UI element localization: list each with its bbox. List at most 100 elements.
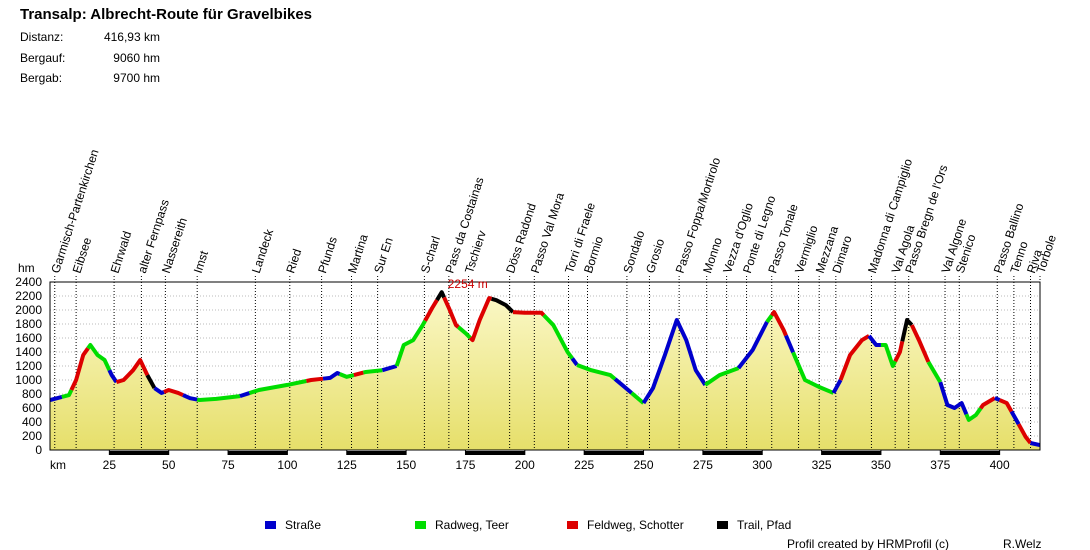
- axis-band: [584, 451, 644, 455]
- axis-band: [228, 451, 288, 455]
- x-tick-label: 250: [634, 458, 654, 472]
- axis-band: [702, 451, 763, 455]
- legend-swatch: [717, 521, 728, 529]
- surface-segment: [838, 334, 871, 381]
- surface-segment: [765, 314, 774, 324]
- y-tick-label: 400: [22, 415, 42, 429]
- legend-label: Feldweg, Schotter: [587, 518, 684, 532]
- y-tick-label: 600: [22, 401, 42, 415]
- surface-segment: [468, 296, 493, 343]
- profile-area: [50, 292, 1040, 450]
- surface-segment: [613, 377, 633, 395]
- legend-swatch: [415, 521, 426, 529]
- surface-segment: [442, 296, 460, 329]
- x-tick-label: 225: [574, 458, 594, 472]
- axis-band: [821, 451, 881, 455]
- surface-segment: [322, 371, 341, 381]
- surface-segment: [61, 389, 74, 399]
- surface-segment: [998, 398, 1014, 413]
- axis-band: [109, 451, 169, 455]
- y-tick-label: 1200: [15, 359, 42, 373]
- surface-segment: [338, 372, 355, 379]
- x-tick-label: 150: [396, 458, 416, 472]
- surface-segment: [630, 391, 645, 405]
- surface-segment: [239, 391, 251, 399]
- axis-band: [940, 451, 1000, 455]
- waypoint-label: Martina: [345, 232, 371, 275]
- surface-segment: [145, 374, 157, 390]
- stat-label: Bergauf:: [20, 51, 65, 65]
- surface-segment: [570, 357, 579, 367]
- surface-segment: [107, 369, 119, 384]
- surface-segment: [115, 358, 150, 385]
- surface-segment: [353, 370, 364, 377]
- surface-segment: [576, 363, 617, 381]
- x-tick-label: 200: [515, 458, 535, 472]
- surface-segment: [791, 351, 835, 395]
- surface-segment: [542, 313, 574, 360]
- x-tick-label: 75: [221, 458, 235, 472]
- surface-segment: [1030, 441, 1041, 448]
- y-tick-label: 0: [35, 443, 42, 457]
- x-tick-label: 375: [930, 458, 950, 472]
- y-tick-label: 1800: [15, 317, 42, 331]
- stat-value: 416,93 km: [104, 30, 160, 44]
- surface-segment: [736, 320, 769, 370]
- surface-segment: [704, 366, 740, 387]
- surface-segment: [926, 360, 943, 384]
- legend-swatch: [265, 521, 276, 529]
- y-tick-label: 800: [22, 387, 42, 401]
- x-tick-label: 125: [337, 458, 357, 472]
- surface-segment: [831, 379, 843, 394]
- x-tick-label: 175: [455, 458, 475, 472]
- axis-band: [346, 451, 407, 455]
- surface-segment: [423, 299, 439, 322]
- surface-segment: [196, 394, 241, 403]
- peak-annotation: 2254 m: [448, 277, 488, 291]
- y-tick-label: 1600: [15, 331, 42, 345]
- surface-segment: [305, 376, 324, 383]
- surface-segment: [880, 343, 897, 368]
- surface-segment: [893, 340, 905, 363]
- waypoint-label: Eibsee: [70, 235, 95, 275]
- waypoint-label: S-charl: [418, 234, 443, 274]
- legend-label: Radweg, Teer: [435, 518, 509, 532]
- waypoint-label: Grosio: [643, 237, 667, 275]
- surface-segment: [1016, 423, 1033, 445]
- waypoint-label: Passo Val Mora: [528, 191, 567, 275]
- legend-label: Straße: [285, 518, 321, 532]
- surface-segment: [512, 310, 546, 317]
- surface-segment: [69, 347, 90, 391]
- x-tick-label: 400: [990, 458, 1010, 472]
- surface-segment: [994, 396, 1001, 402]
- stat-label: Distanz:: [20, 30, 63, 44]
- x-tick-label: 350: [871, 458, 891, 472]
- surface-segment: [381, 364, 398, 373]
- y-tick-label: 2000: [15, 303, 42, 317]
- x-tick-label: 50: [162, 458, 176, 472]
- surface-segment: [900, 318, 914, 342]
- y-tick-label: 1000: [15, 373, 42, 387]
- surface-segment: [163, 388, 184, 397]
- surface-segment: [86, 343, 112, 371]
- x-tick-label: 300: [752, 458, 772, 472]
- y-tick-label: 1400: [15, 345, 42, 359]
- surface-segment: [784, 334, 795, 354]
- x-tick-label: 275: [693, 458, 713, 472]
- surface-segment: [867, 334, 881, 347]
- surface-segment: [938, 381, 969, 416]
- surface-segment: [435, 290, 446, 302]
- x-axis-label: km: [50, 458, 66, 472]
- x-tick-label: 325: [812, 458, 832, 472]
- footer-credit: Profil created by HRMProfil (c): [787, 537, 949, 550]
- surface-segment: [770, 310, 788, 337]
- surface-segment: [362, 368, 383, 375]
- surface-segment: [979, 396, 996, 410]
- legend-label: Trail, Pfad: [737, 518, 791, 532]
- surface-segment: [1009, 410, 1021, 426]
- plot-frame: [49, 281, 1041, 451]
- surface-segment: [153, 386, 165, 395]
- waypoint-label: Pfunds: [315, 235, 340, 275]
- stat-value: 9700 hm: [113, 71, 160, 85]
- y-tick-label: 2400: [15, 275, 42, 289]
